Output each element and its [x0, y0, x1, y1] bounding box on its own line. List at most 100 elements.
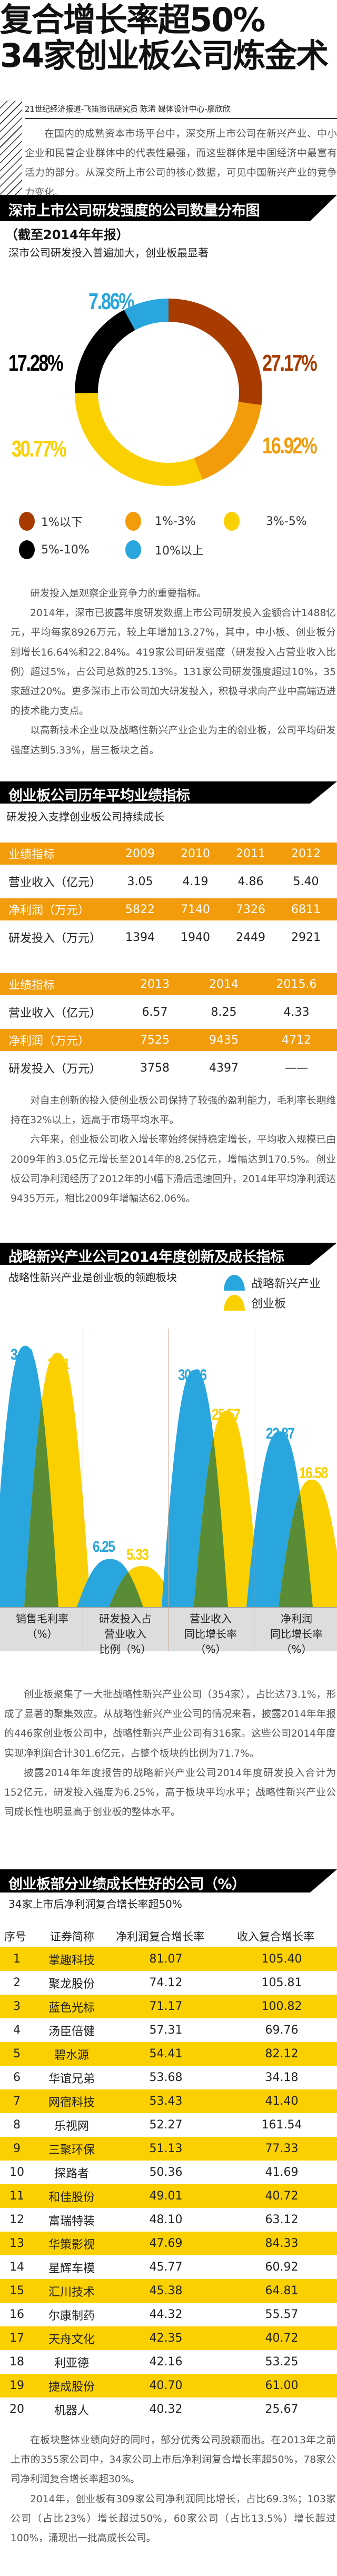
table-row: 营业收入（亿元） 3.05 4.19 4.86 5.40 [8, 875, 319, 890]
profit-cagr-cell: 57.31 [149, 2024, 183, 2037]
rank-cell: 19 [9, 2379, 24, 2392]
donut-slice [194, 402, 262, 480]
profit-cagr-cell: 71.17 [149, 2000, 183, 2013]
stock-name-cell: 汤臣倍健 [48, 2025, 95, 2038]
section-banner-strategic-indicators: 战略新兴产业公司2014年度创新及成长指标 [0, 1243, 337, 1265]
table-row: 18 利亚德 42.16 53.25 [0, 2350, 337, 2374]
stock-name-cell: 探路者 [54, 2167, 89, 2181]
profit-cagr-cell: 44.32 [149, 2308, 183, 2321]
table-row: 4 汤臣倍健 57.31 69.76 [0, 2018, 337, 2042]
revenue-cagr-cell: 40.72 [265, 2332, 299, 2345]
profit-cagr-cell: 53.68 [149, 2071, 183, 2084]
revenue-cagr-cell: 61.00 [265, 2379, 299, 2392]
revenue-cagr-cell: 60.92 [265, 2261, 299, 2274]
legend-dot-icon [19, 540, 35, 559]
table-row: 营业收入（亿元） 6.57 8.25 4.33 [8, 1005, 310, 1021]
company-table-header: 序号 证券简称 净利润复合增长率 收入复合增长率 [4, 1930, 314, 1943]
category-label-profit-growth: 净利润 同比增长率 （%） [270, 1612, 323, 1656]
slice-label-below1: 27.17% [262, 350, 318, 376]
byline: 21世纪经济报道-飞笛资讯研究员 陈浠 媒体设计中心-廖欣欣 [25, 104, 231, 114]
table-row: 7 网宿科技 53.43 41.40 [0, 2089, 337, 2113]
stock-name-cell: 机器人 [54, 2404, 89, 2418]
category-label-revenue-growth: 营业收入 同比增长率 （%） [184, 1612, 237, 1656]
decorative-stripes [0, 101, 22, 206]
legend-bump-icon [224, 1295, 245, 1311]
rank-cell: 13 [9, 2237, 24, 2250]
donut-chart [75, 299, 262, 486]
category-label-gross-margin: 销售毛利率 （%） [16, 1612, 68, 1640]
legend-bump-icon [224, 1275, 245, 1291]
stock-name-cell: 华谊兄弟 [48, 2072, 95, 2086]
value-label-strategic: 6.25 [93, 1538, 115, 1555]
section1-body: 研发投入是观察企业竞争力的重要指标。 2014年，深市已披露年度研发数据上市公司… [11, 588, 336, 756]
revenue-cagr-cell: 34.18 [265, 2071, 299, 2084]
rank-cell: 9 [13, 2142, 21, 2155]
rank-cell: 3 [13, 2000, 21, 2013]
value-label-strategic: 22.87 [266, 1425, 295, 1442]
legend-dot-icon [125, 540, 141, 559]
profit-cagr-cell: 74.12 [149, 1976, 183, 1989]
profit-cagr-cell: 52.27 [149, 2118, 183, 2132]
revenue-cagr-cell: 41.40 [265, 2095, 299, 2108]
rank-cell: 4 [13, 2024, 21, 2037]
revenue-cagr-cell: 105.40 [261, 1953, 302, 1966]
stock-name-cell: 三聚环保 [48, 2143, 95, 2157]
legend-item-5to10: 5%-10% [19, 540, 90, 559]
revenue-cagr-cell: 69.76 [265, 2024, 299, 2037]
rank-cell: 1 [13, 1953, 21, 1966]
rank-cell: 7 [13, 2095, 21, 2108]
slice-label-above10: 7.86% [88, 289, 135, 314]
byline-divider [25, 118, 337, 119]
section-title: 战略新兴产业公司2014年度创新及成长指标 [8, 1249, 284, 1265]
revenue-cagr-cell: 105.81 [261, 1976, 302, 1989]
stock-name-cell: 乐视网 [54, 2119, 89, 2133]
category-cell [168, 1608, 254, 1651]
revenue-cagr-cell: 63.12 [265, 2213, 299, 2226]
intro-paragraph: 在国内的成熟资本市场平台中，深交所上市公司在新兴产业、中小企业和民营企业群体中的… [25, 128, 337, 199]
section2-body: 对自主创新的投入使创业板公司保持了较强的盈利能力，毛利率长期维持在32%以上，远… [11, 1095, 336, 1205]
rank-cell: 18 [9, 2355, 24, 2369]
revenue-cagr-cell: 77.33 [265, 2142, 299, 2155]
stock-name-cell: 捷成股份 [48, 2380, 95, 2394]
revenue-cagr-cell: 84.33 [265, 2237, 299, 2250]
table-row: 11 和佳股份 49.01 40.72 [0, 2184, 337, 2208]
profit-cagr-cell: 48.10 [149, 2213, 183, 2226]
legend-item-above10: 10%以上 [125, 540, 204, 559]
value-label-gem: 25.57 [212, 1406, 241, 1423]
rank-cell: 20 [9, 2403, 24, 2416]
profit-cagr-cell: 45.38 [149, 2284, 183, 2297]
table-subtitle: 研发投入支撑创业板公司持续成长 [6, 810, 164, 823]
stock-name-cell: 蓝色光标 [48, 2001, 95, 2015]
section3-body: 创业板聚集了一大批战略性新兴产业公司（354家），占比达73.1%，形成了显著的… [4, 1689, 336, 1818]
value-label-strategic: 34.0 [11, 1346, 33, 1363]
legend-item-3to5: 3%-5% [224, 512, 307, 531]
table-row: 14 星辉车模 45.77 60.92 [0, 2255, 337, 2279]
table-row: 6 华谊兄弟 53.68 34.18 [0, 2066, 337, 2089]
section-title: 深市上市公司研发强度的公司数量分布图 [8, 203, 260, 219]
stock-name-cell: 华策影视 [48, 2238, 95, 2252]
table-row: 19 捷成股份 40.70 61.00 [0, 2374, 337, 2397]
profit-cagr-cell: 45.77 [149, 2261, 183, 2274]
rank-cell: 16 [9, 2308, 24, 2321]
table-header-row: 业绩指标 2009 2010 2011 2012 [0, 843, 337, 865]
section-banner-rd-distribution: 深市上市公司研发强度的公司数量分布图 [0, 195, 337, 221]
revenue-cagr-cell: 64.81 [265, 2284, 299, 2297]
table-row: 研发投入（万元） 3758 4397 —— [8, 1061, 308, 1076]
bump-chart [0, 1345, 337, 1607]
stock-name-cell: 和佳股份 [48, 2191, 95, 2204]
legend-dot-icon [19, 512, 35, 531]
table-row: 3 蓝色光标 71.17 100.82 [0, 1995, 337, 2018]
profit-cagr-cell: 40.70 [149, 2379, 183, 2392]
profit-cagr-cell: 42.35 [149, 2332, 183, 2345]
chart-note: （截至2014年年报） [5, 227, 129, 242]
donut-slice [124, 299, 168, 331]
rank-cell: 14 [9, 2261, 24, 2274]
revenue-cagr-cell: 100.82 [261, 2000, 302, 2013]
profit-cagr-cell: 47.69 [149, 2237, 183, 2250]
slice-label-1to3: 16.92% [262, 433, 318, 459]
revenue-cagr-cell: 25.67 [265, 2403, 299, 2416]
category-cell [83, 1608, 168, 1651]
slice-label-3to5: 30.77% [12, 436, 67, 462]
legend-item-strategic: 战略新兴产业 [224, 1274, 321, 1291]
table-subtitle: 34家上市后净利润复合增长率超50% [8, 1898, 182, 1910]
